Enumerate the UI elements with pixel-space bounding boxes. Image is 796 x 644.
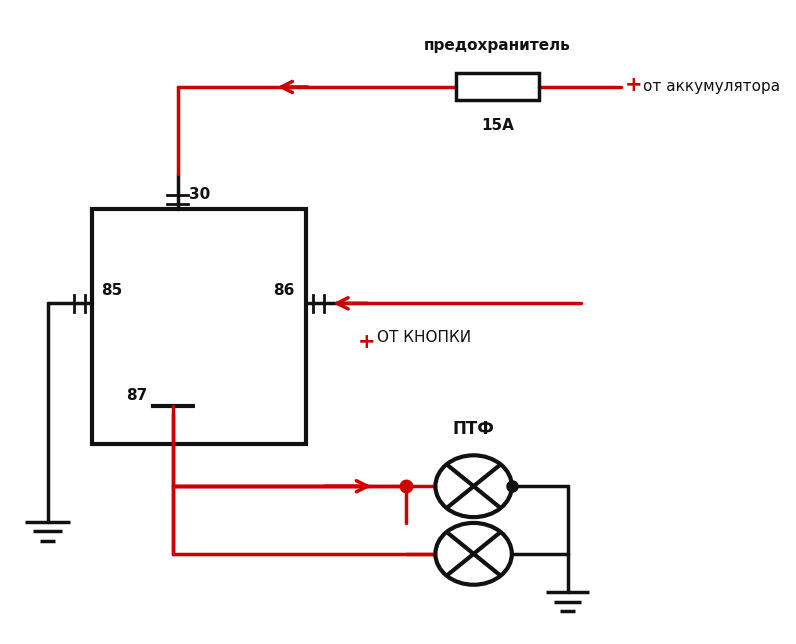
Text: 87: 87 xyxy=(126,388,147,404)
Text: ПТФ: ПТФ xyxy=(453,420,494,438)
Text: 86: 86 xyxy=(273,283,295,298)
Text: +: + xyxy=(625,75,642,95)
Text: от аккумулятора: от аккумулятора xyxy=(643,79,780,94)
Text: 30: 30 xyxy=(189,187,211,202)
Bar xyxy=(455,73,540,100)
Text: ОТ КНОПКИ: ОТ КНОПКИ xyxy=(377,330,470,345)
Text: 15А: 15А xyxy=(481,118,514,133)
Text: +: + xyxy=(358,332,376,352)
Bar xyxy=(92,209,306,444)
Text: предохранитель: предохранитель xyxy=(424,39,571,53)
Text: 85: 85 xyxy=(101,283,123,298)
